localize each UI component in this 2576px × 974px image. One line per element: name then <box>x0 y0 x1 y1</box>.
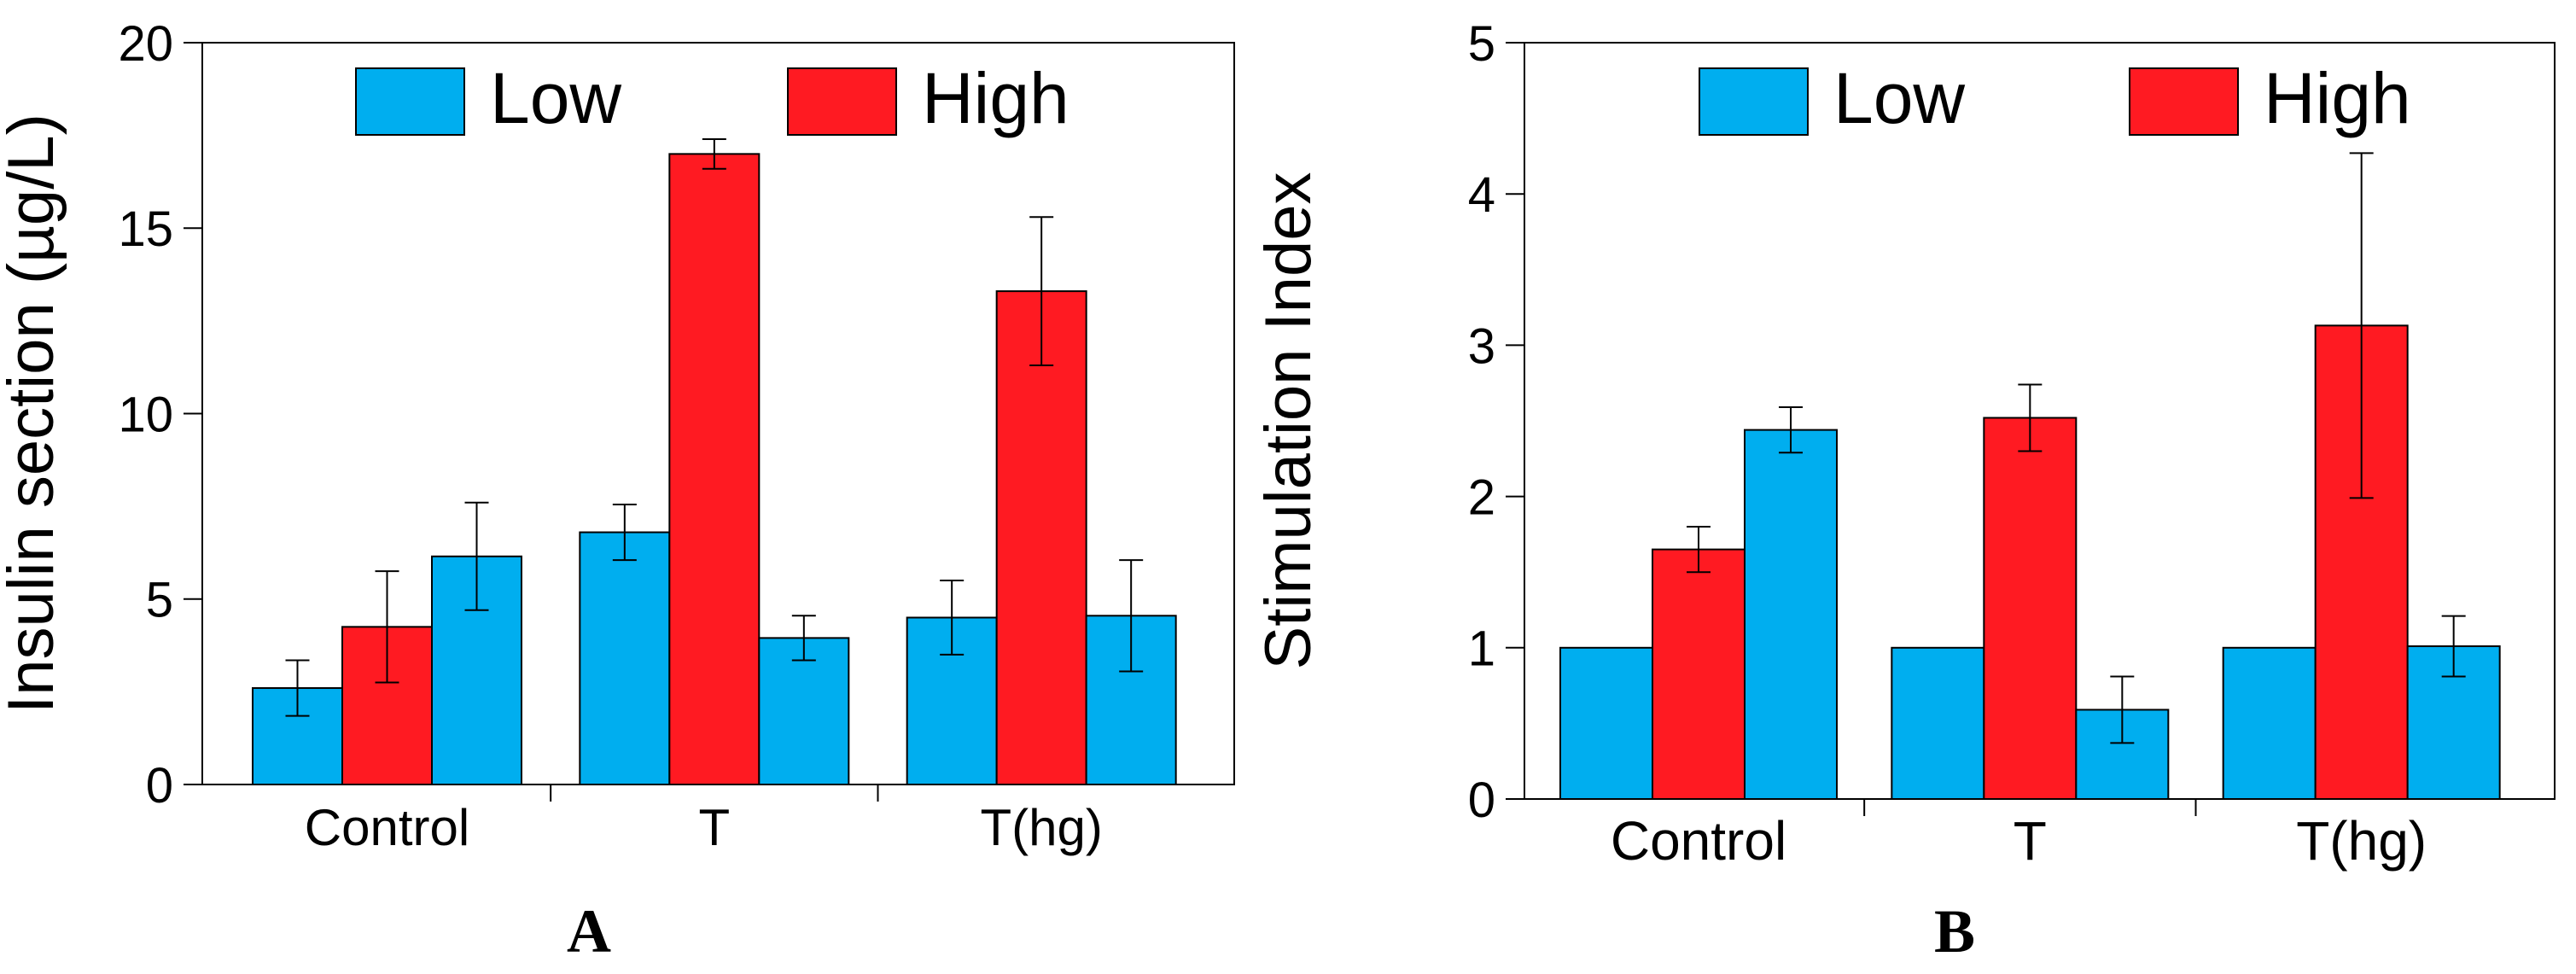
bar-thg-high <box>2314 324 2409 800</box>
legend-swatch-low <box>1699 67 1809 136</box>
y-tick-label: 5 <box>1468 16 1495 72</box>
legend-label-low: Low <box>490 58 621 138</box>
y-tick-label: 10 <box>118 387 173 442</box>
bar-t-low <box>758 637 850 785</box>
y-tick-label: 20 <box>118 16 173 72</box>
bar-t-low <box>1891 646 1985 800</box>
bar-control-high <box>1652 548 1746 800</box>
y-tick-label: 4 <box>1468 167 1495 223</box>
chart-panel-A: 0 5 10 15 20 Insulin section (µg/L) Control T T(… <box>0 16 1235 965</box>
legend-label-high: High <box>2264 58 2411 138</box>
bar-thg-low <box>2406 645 2501 801</box>
bar-t-low <box>579 531 671 785</box>
x-category-label: T(hg) <box>2296 810 2427 872</box>
bar-t-high <box>1983 417 2078 800</box>
bar-thg-low <box>2222 646 2317 800</box>
y-tick-label: 0 <box>146 758 173 814</box>
y-axis-label: Stimulation Index <box>1252 172 1325 670</box>
x-category-label: T <box>699 799 731 856</box>
legend: Low High <box>1699 58 2411 138</box>
x-category-label: Control <box>1611 810 1786 872</box>
chart-panel-B: 0 1 2 3 4 5 Stimulation Index Control T T(hg) Low H… <box>1252 16 2556 965</box>
y-tick-label: 5 <box>146 573 173 628</box>
bar-control-low <box>1559 646 1653 800</box>
legend-swatch-high <box>2129 67 2239 136</box>
bar-thg-high <box>995 290 1087 785</box>
x-category-label: T <box>2014 810 2047 872</box>
legend-label-high: High <box>922 58 1069 138</box>
y-tick-label: 0 <box>1468 773 1495 828</box>
bar-t-high <box>668 153 761 786</box>
y-axis-label: Insulin section (µg/L) <box>0 114 67 714</box>
panel-label: A <box>567 897 611 965</box>
y-tick-label: 15 <box>118 201 173 257</box>
y-tick-label: 1 <box>1468 621 1495 677</box>
legend: Low High <box>355 58 1069 138</box>
legend-label-low: Low <box>1833 58 1965 138</box>
legend-swatch-high <box>787 67 897 136</box>
y-tick-label: 3 <box>1468 318 1495 374</box>
bar-control-low <box>431 555 522 785</box>
legend-swatch-low <box>355 67 465 136</box>
x-category-label: T(hg) <box>980 799 1102 856</box>
y-tick-label: 2 <box>1468 470 1495 525</box>
bar-control-low <box>1744 429 1838 800</box>
x-category-label: Control <box>305 799 469 856</box>
panel-label: B <box>1934 897 1975 965</box>
